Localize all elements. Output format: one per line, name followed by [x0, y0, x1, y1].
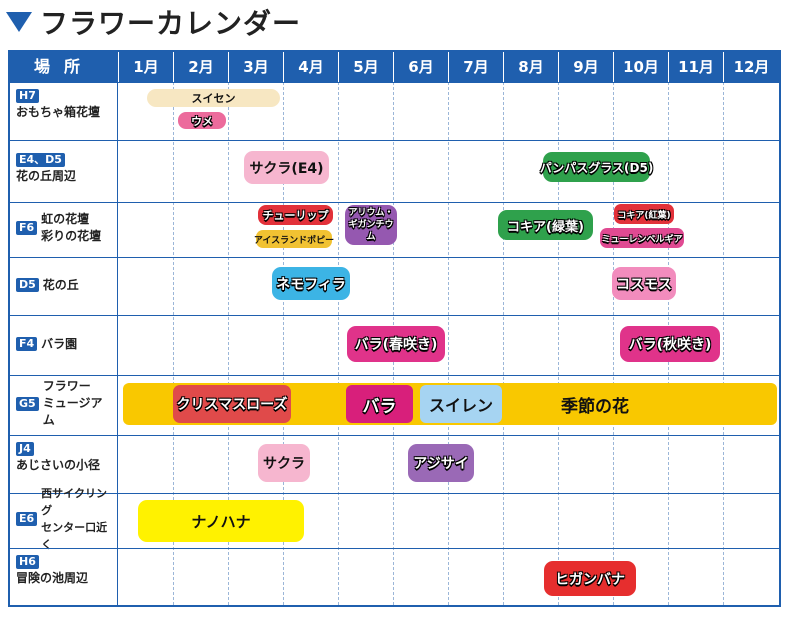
- row-e4-d5: E4、D5 花の丘周辺: [10, 140, 779, 202]
- location-cell: J4 あじさいの小径: [10, 436, 118, 493]
- header-month-9: 9月: [558, 52, 613, 82]
- month-divider: [503, 82, 504, 605]
- flower-pill-suisen: スイセン: [147, 89, 280, 107]
- header-month-7: 7月: [448, 52, 503, 82]
- header-month-10: 10月: [613, 52, 668, 82]
- page-title-text: フラワーカレンダー: [40, 7, 302, 40]
- flower-pill-kochia-red: コキア(紅葉): [614, 204, 674, 224]
- calendar-header: 場所 1月 2月 3月 4月 5月 6月 7月 8月 9月 10月 11月 12…: [10, 52, 779, 82]
- location-name: センター口近く: [41, 521, 108, 551]
- location-cell: F4 バラ園: [10, 316, 118, 375]
- header-month-8: 8月: [503, 52, 558, 82]
- location-cell: E6 西サイクリング センター口近く: [10, 487, 118, 551]
- month-divider: [173, 82, 174, 605]
- area-code-badge: J4: [16, 441, 34, 456]
- flower-pill-allium: アリウム・ギガンチウム: [345, 205, 397, 245]
- location-name: 彩りの花壇: [41, 229, 102, 243]
- location-name: 虹の花壇: [41, 212, 90, 226]
- row-e6: E6 西サイクリング センター口近く: [10, 487, 779, 551]
- flower-pill-tulip: チューリップ: [258, 205, 333, 225]
- row-h6: H6 冒険の池周辺: [10, 548, 779, 607]
- flower-pill-pampas-grass: パンパスグラス(D5): [540, 152, 653, 182]
- flower-pill-muhlenbergia: ミューレンベルギア: [600, 228, 684, 248]
- header-location: 場所: [33, 57, 94, 76]
- flower-pill-rose-spring: バラ(春咲き): [347, 326, 445, 362]
- month-divider: [283, 82, 284, 605]
- flower-pill-sakura: サクラ: [258, 444, 310, 482]
- location-cell: H6 冒険の池周辺: [10, 549, 118, 607]
- location-name: フラワー: [42, 379, 91, 393]
- page-title: フラワーカレンダー: [6, 4, 301, 40]
- month-divider: [613, 82, 614, 605]
- flower-pill-hydrangea: アジサイ: [408, 444, 474, 482]
- row-h7: H7 おもちゃ箱花壇: [10, 82, 779, 140]
- area-code-badge: D5: [16, 277, 39, 292]
- location-cell: D5 花の丘: [10, 258, 118, 315]
- month-divider: [723, 82, 724, 605]
- triangle-down-icon: [6, 12, 32, 32]
- location-name: 花の丘周辺: [16, 169, 77, 183]
- location-name: 冒険の池周辺: [16, 571, 89, 585]
- location-name: 西サイクリング: [41, 487, 107, 517]
- location-cell: H7 おもちゃ箱花壇: [10, 83, 118, 140]
- flower-pill-cosmos: コスモス: [612, 267, 676, 300]
- header-month-11: 11月: [668, 52, 723, 82]
- flower-pill-water-lily: スイレン: [420, 385, 502, 423]
- flower-pill-nemophila: ネモフィラ: [272, 267, 350, 300]
- location-name: あじさいの小径: [16, 458, 101, 472]
- location-name: 花の丘: [42, 278, 79, 292]
- header-month-4: 4月: [283, 52, 338, 82]
- location-name: バラ園: [41, 337, 78, 351]
- area-code-badge: H6: [16, 554, 39, 569]
- area-code-badge: E6: [16, 512, 38, 526]
- flower-pill-rose: バラ: [346, 385, 413, 423]
- flower-pill-rose-autumn: バラ(秋咲き): [620, 326, 720, 362]
- area-code-badge: F6: [16, 221, 38, 235]
- header-month-6: 6月: [393, 52, 448, 82]
- location-name: ミュージアム: [42, 396, 103, 427]
- calendar-grid: 場所 1月 2月 3月 4月 5月 6月 7月 8月 9月 10月 11月 12…: [8, 50, 781, 607]
- month-divider: [448, 82, 449, 605]
- area-code-badge: E4、D5: [16, 152, 65, 167]
- location-cell: G5 フラワーミュージアム: [10, 376, 118, 435]
- flower-pill-higanbana: ヒガンバナ: [544, 561, 636, 596]
- row-d5: D5 花の丘: [10, 257, 779, 315]
- header-month-12: 12月: [723, 52, 779, 82]
- flower-pill-sakura-e4: サクラ(E4): [244, 151, 329, 184]
- location-cell: F6 虹の花壇彩りの花壇: [10, 203, 118, 257]
- row-g5: G5 フラワーミュージアム: [10, 375, 779, 435]
- header-month-3: 3月: [228, 52, 283, 82]
- flower-pill-iceland-poppy: アイスランドポピー: [254, 230, 334, 248]
- location-cell: E4、D5 花の丘周辺: [10, 141, 118, 202]
- area-code-badge: G5: [16, 396, 39, 411]
- header-month-2: 2月: [173, 52, 228, 82]
- header-month-5: 5月: [338, 52, 393, 82]
- flower-pill-nanohana: ナノハナ: [138, 500, 304, 542]
- header-month-1: 1月: [118, 52, 173, 82]
- area-code-badge: H7: [16, 88, 39, 103]
- month-divider: [228, 82, 229, 605]
- row-j4: J4 あじさいの小径: [10, 435, 779, 493]
- area-code-badge: F4: [16, 336, 38, 351]
- month-divider: [338, 82, 339, 605]
- month-divider: [558, 82, 559, 605]
- row-f6: F6 虹の花壇彩りの花壇: [10, 202, 779, 257]
- flower-pill-christmas-rose: クリスマスローズ: [173, 385, 291, 423]
- flower-pill-ume: ウメ: [178, 112, 226, 129]
- location-name: おもちゃ箱花壇: [16, 105, 101, 119]
- flower-pill-kochia-green: コキア(緑葉): [498, 210, 593, 240]
- row-f4: F4 バラ園: [10, 315, 779, 375]
